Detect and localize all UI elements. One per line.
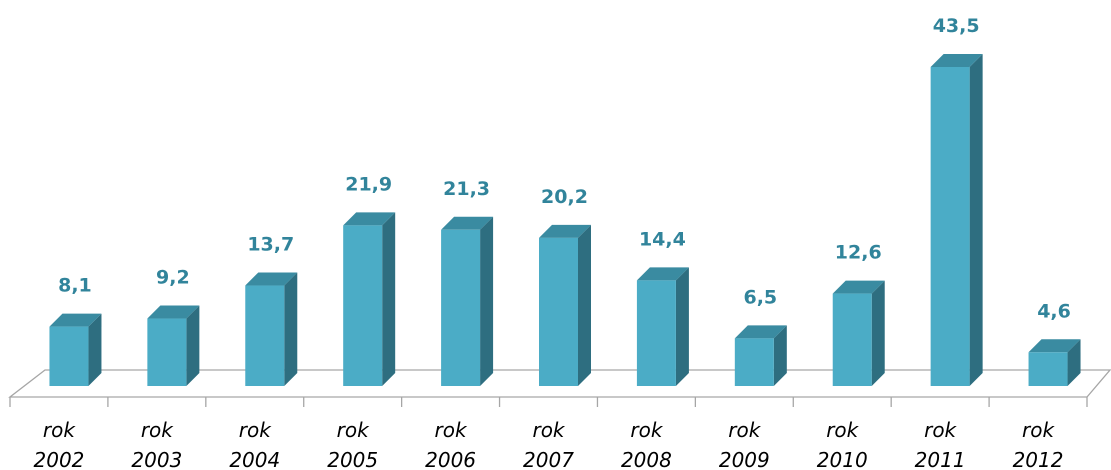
bar-front — [147, 318, 187, 386]
bar — [147, 305, 200, 386]
x-tick-label: rok 2012 — [1012, 418, 1064, 470]
value-label: 8,1 — [58, 275, 92, 297]
bar-front — [1028, 352, 1068, 386]
bar — [636, 267, 689, 386]
x-tick-label: rok 2005 — [327, 418, 379, 470]
bar-top — [147, 305, 200, 319]
bar-side — [186, 305, 200, 386]
x-tick-label: rok 2010 — [816, 418, 868, 470]
x-tick-label: rok 2011 — [914, 418, 966, 470]
bar-front — [441, 229, 481, 386]
bar — [1028, 339, 1081, 386]
bar-front — [245, 285, 285, 386]
bar-side — [480, 216, 494, 386]
bar — [343, 212, 396, 386]
bar — [930, 54, 983, 386]
bar-top — [1028, 339, 1081, 353]
bar-side — [284, 272, 298, 386]
bar-front — [930, 67, 970, 386]
value-label: 43,5 — [933, 15, 980, 37]
value-label: 4,6 — [1037, 300, 1071, 322]
bar-front — [636, 280, 676, 386]
x-tick-label: rok 2006 — [425, 418, 477, 470]
bar-side — [773, 325, 787, 386]
value-label: 13,7 — [247, 234, 294, 256]
bar-top — [343, 212, 396, 226]
value-label: 12,6 — [835, 242, 882, 264]
bar-front — [49, 326, 89, 386]
bar-side — [578, 224, 591, 386]
x-tick-label: rok 2008 — [620, 418, 672, 470]
bar-front — [343, 225, 383, 386]
value-label: 6,5 — [743, 286, 777, 308]
value-label: 20,2 — [541, 186, 588, 208]
x-tick-label: rok 2009 — [718, 418, 770, 470]
bar-side — [88, 313, 102, 386]
bar — [49, 313, 102, 386]
bar-side — [1067, 339, 1081, 386]
bar-top — [539, 224, 591, 238]
bar-top — [832, 280, 885, 294]
bar-top — [245, 272, 298, 286]
x-tick-label: rok 2007 — [523, 418, 574, 470]
bar-side — [382, 212, 396, 386]
bar-side — [969, 54, 983, 386]
x-tick-label: rok 2003 — [131, 418, 183, 470]
bar-top — [734, 325, 787, 339]
bar-top — [49, 313, 102, 327]
bar — [832, 280, 885, 386]
bar-front — [539, 237, 578, 386]
bar-front — [734, 338, 774, 386]
bar-top — [441, 216, 494, 230]
bar-side — [871, 280, 885, 386]
bar — [734, 325, 787, 386]
bar — [441, 216, 494, 386]
bar-side — [675, 267, 689, 386]
value-label: 9,2 — [156, 267, 190, 289]
x-tick-label: rok 2004 — [229, 418, 281, 470]
value-label: 21,3 — [443, 178, 490, 200]
bar — [539, 224, 591, 386]
bar-front — [832, 293, 872, 386]
bar — [245, 272, 298, 386]
value-label: 21,9 — [345, 173, 392, 195]
value-label: 14,4 — [639, 228, 686, 250]
x-tick-label: rok 2002 — [33, 418, 85, 470]
bar-top — [930, 54, 983, 67]
bar-top — [636, 267, 689, 281]
